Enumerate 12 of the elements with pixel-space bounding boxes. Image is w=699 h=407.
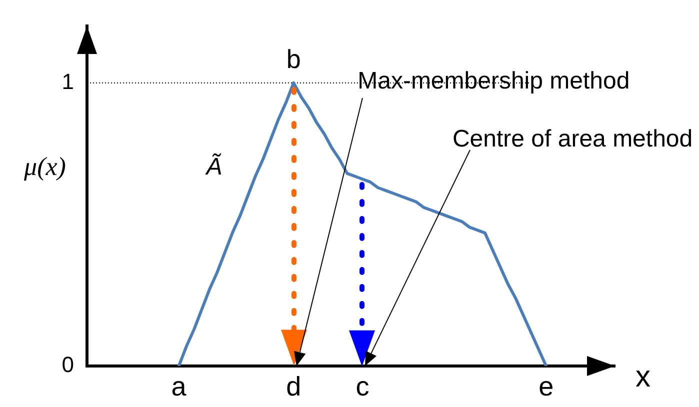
x-tick-label: c <box>356 372 370 402</box>
x-tick-label: e <box>538 372 554 402</box>
annotation: b <box>286 44 301 74</box>
x-axis-title: x <box>636 360 650 394</box>
series-label: Ã <box>205 152 222 180</box>
y-axis-title: μ(x) <box>23 152 66 182</box>
annotation: Max-membership method <box>358 68 630 95</box>
x-tick-label: a <box>171 372 188 402</box>
y-tick-label: 1 <box>62 68 74 94</box>
y-tick-label: 0 <box>62 352 74 378</box>
annotation: Centre of area method <box>452 126 693 153</box>
x-tick-label: d <box>286 372 302 402</box>
